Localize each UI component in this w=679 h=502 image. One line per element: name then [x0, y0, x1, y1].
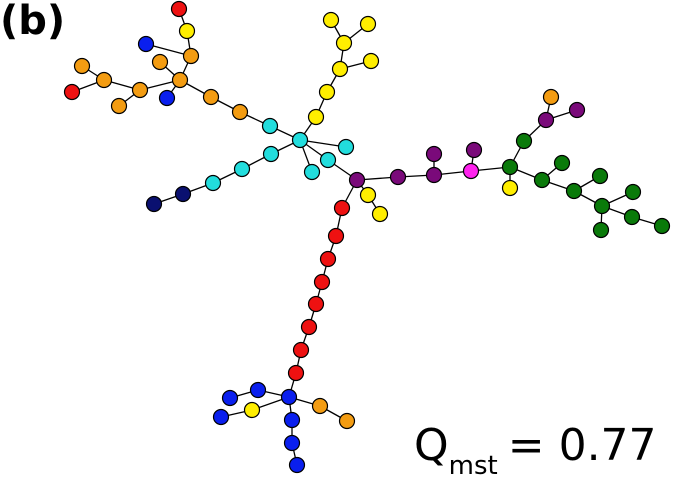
node [348, 171, 366, 189]
node [212, 408, 230, 426]
node [262, 145, 280, 163]
metric-value: = 0.77 [508, 420, 657, 471]
node [158, 89, 176, 107]
node [593, 197, 611, 215]
node [174, 185, 192, 203]
node [542, 88, 560, 106]
node [243, 401, 261, 419]
node [287, 364, 305, 382]
node [327, 227, 345, 245]
node [204, 174, 222, 192]
node [592, 221, 610, 239]
node [291, 131, 309, 149]
node [137, 35, 155, 53]
node [233, 160, 251, 178]
node [318, 83, 336, 101]
node [319, 151, 337, 169]
node [568, 101, 586, 119]
node [331, 60, 349, 78]
node [465, 141, 483, 159]
node [553, 154, 571, 172]
node [131, 81, 149, 99]
metric-symbol: Q [414, 420, 449, 471]
node [337, 138, 355, 156]
node [73, 57, 91, 75]
node [565, 182, 583, 200]
node [280, 388, 298, 406]
node [231, 103, 249, 121]
node [359, 15, 377, 33]
node [313, 273, 331, 291]
node [300, 318, 318, 336]
node [515, 132, 533, 150]
node [95, 71, 113, 89]
node [501, 179, 519, 197]
node [221, 389, 239, 407]
node [202, 88, 220, 106]
nodes [63, 0, 671, 474]
node [362, 52, 380, 70]
node [359, 186, 377, 204]
node [335, 34, 353, 52]
node [501, 158, 519, 176]
node [389, 168, 407, 186]
node [425, 145, 443, 163]
node [591, 167, 609, 185]
node [462, 162, 480, 180]
node [623, 208, 641, 226]
edges [71, 8, 663, 466]
node [322, 11, 340, 29]
node [533, 171, 551, 189]
node [171, 71, 189, 89]
node [178, 22, 196, 40]
node [182, 47, 200, 65]
panel-label: (b) [0, 0, 65, 44]
node [151, 53, 169, 71]
node [425, 166, 443, 184]
node [371, 205, 389, 223]
node [338, 412, 356, 430]
node [537, 111, 555, 129]
node [283, 434, 301, 452]
node [249, 381, 267, 399]
node [319, 250, 337, 268]
node [63, 83, 81, 101]
node [653, 217, 671, 235]
node [307, 295, 325, 313]
node [333, 199, 351, 217]
node [307, 108, 325, 126]
metric-subscript: mst [449, 451, 498, 481]
node [288, 456, 306, 474]
node [145, 195, 163, 213]
node [292, 341, 310, 359]
node [170, 0, 188, 18]
node [311, 397, 329, 415]
node [624, 183, 642, 201]
node [283, 411, 301, 429]
node [110, 97, 128, 115]
node [261, 117, 279, 135]
node [303, 163, 321, 181]
metric-label: Qmst = 0.77 [414, 420, 657, 481]
